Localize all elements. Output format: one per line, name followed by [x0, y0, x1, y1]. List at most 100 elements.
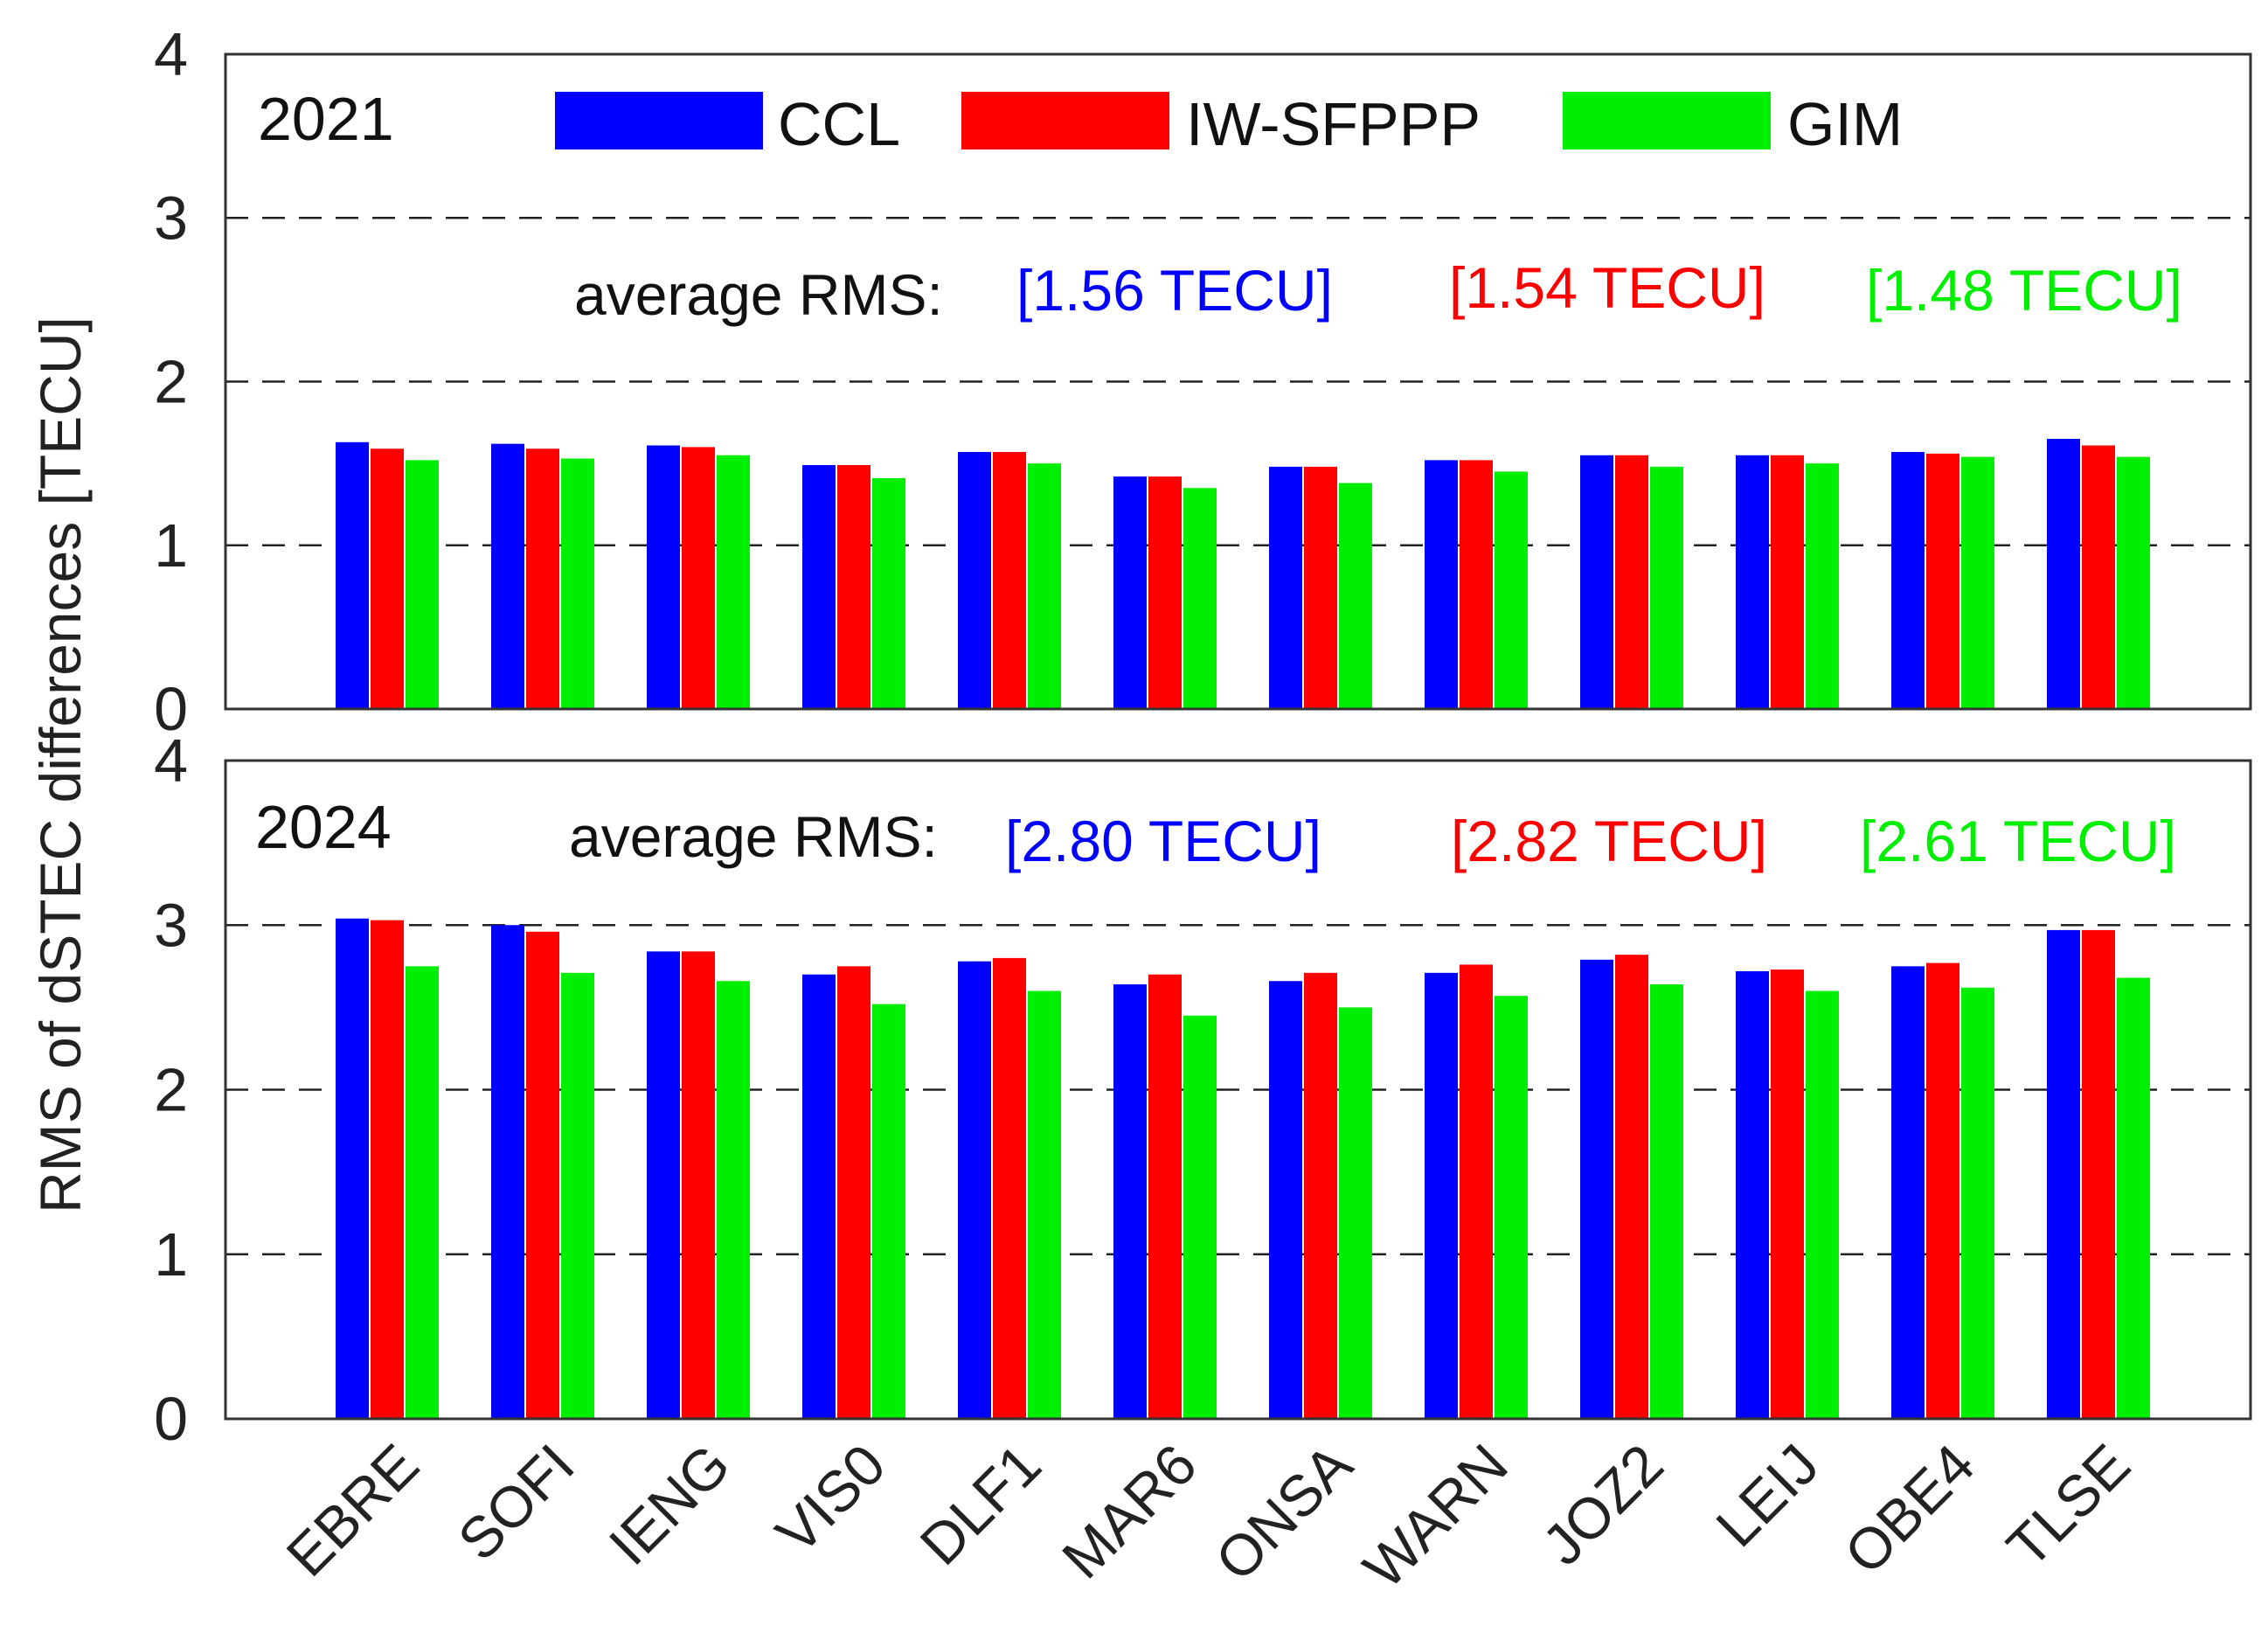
bar-2024-iw-sfppp-tlse [2082, 929, 2115, 1419]
bar-2021-gim-tlse [2117, 456, 2150, 709]
panel-2021-bars [336, 439, 2150, 709]
bar-2024-ccl-joz2 [1580, 959, 1613, 1419]
bar-2021-gim-onsa [1339, 483, 1372, 709]
bar-2021-iw-sfppp-mar6 [1148, 476, 1182, 709]
legend-swatch-ccl [555, 92, 763, 149]
bar-2021-ccl-leij [1736, 455, 1769, 709]
bar-2021-iw-sfppp-onsa [1304, 466, 1337, 709]
x-tick-warn: WARN [1351, 1432, 1520, 1601]
bar-2024-iw-sfppp-leij [1771, 969, 1804, 1419]
y-tick-2024-1: 1 [154, 1220, 188, 1289]
panel-2024-average-label: average RMS: [569, 804, 938, 869]
bar-2021-gim-vis0 [872, 477, 905, 709]
bar-2021-iw-sfppp-joz2 [1615, 455, 1648, 709]
bar-2024-iw-sfppp-dlf1 [993, 957, 1026, 1419]
bar-2024-iw-sfppp-sofi [526, 931, 559, 1419]
x-tick-vis0: VIS0 [763, 1432, 898, 1567]
y-tick-2021-4: 4 [154, 20, 188, 88]
bar-2021-iw-sfppp-tlse [2082, 445, 2115, 709]
bar-2024-iw-sfppp-warn [1460, 964, 1493, 1419]
panel-2021-average-gim: [1.48 TECU] [1866, 258, 2182, 323]
legend-label-iw-sfppp: IW-SFPPP [1186, 90, 1481, 158]
legend-swatch-gim [1563, 92, 1771, 149]
panel-2024-frame [224, 759, 2252, 1421]
bar-2021-gim-obe4 [1961, 456, 1994, 709]
panel-2021-year-label: 2021 [258, 85, 394, 153]
panel-2021: 0 1 2 3 4 2021 CCL IW-SFPPP GIM average RMS:… [154, 20, 2252, 743]
bar-2024-ccl-ieng [647, 951, 680, 1419]
bar-2024-gim-ebre [406, 966, 439, 1419]
bar-2024-iw-sfppp-ebre [371, 920, 404, 1419]
bar-2024-iw-sfppp-obe4 [1926, 962, 1959, 1419]
bar-2024-iw-sfppp-ieng [682, 951, 715, 1419]
x-tick-leij: LEIJ [1703, 1432, 1831, 1560]
bar-2024-ccl-dlf1 [958, 961, 991, 1419]
bar-2024-ccl-leij [1736, 970, 1769, 1419]
y-tick-2024-3: 3 [154, 891, 188, 959]
bar-2021-gim-joz2 [1650, 466, 1683, 709]
bar-2024-ccl-vis0 [802, 974, 836, 1419]
y-axis-label: RMS of dSTEC differences [TECU] [28, 316, 93, 1213]
bar-2024-iw-sfppp-joz2 [1615, 955, 1648, 1419]
bar-2024-ccl-ebre [336, 918, 369, 1419]
y-tick-2021-3: 3 [154, 184, 188, 252]
bar-2024-gim-tlse [2117, 977, 2150, 1419]
bar-2021-ccl-mar6 [1113, 476, 1147, 709]
x-tick-ieng: IENG [596, 1432, 741, 1577]
bar-2024-gim-obe4 [1961, 987, 1994, 1419]
bar-2024-ccl-mar6 [1113, 984, 1147, 1419]
y-tick-2024-4: 4 [154, 726, 188, 795]
bar-2024-ccl-tlse [2047, 929, 2080, 1419]
bar-2021-iw-sfppp-ieng [682, 447, 715, 709]
panel-2024-average-rms: average RMS: [2.80 TECU] [2.82 TECU] [2.… [569, 804, 2176, 873]
y-tick-2024-2: 2 [154, 1056, 188, 1124]
x-tick-sofi: SOFI [446, 1432, 586, 1573]
bar-2021-gim-mar6 [1183, 488, 1217, 709]
bar-2024-ccl-warn [1425, 972, 1458, 1419]
panel-2024-y-ticks: 0 1 2 3 4 [154, 726, 188, 1453]
x-tick-joz2: JOZ2 [1529, 1432, 1675, 1577]
bar-2021-ccl-onsa [1269, 466, 1302, 709]
legend-label-ccl: CCL [778, 90, 900, 158]
bar-2021-ccl-tlse [2047, 439, 2080, 709]
panel-2024-bars [336, 918, 2150, 1419]
panel-2024-average-ccl: [2.80 TECU] [1005, 809, 1321, 873]
panel-2021-average-label: average RMS: [574, 262, 943, 327]
bar-2024-gim-vis0 [872, 1004, 905, 1419]
legend-swatch-iw-sfppp [961, 92, 1169, 149]
bar-2021-gim-ebre [406, 460, 439, 709]
bar-2021-iw-sfppp-vis0 [837, 464, 870, 709]
bar-2021-gim-dlf1 [1028, 463, 1061, 709]
bar-2024-gim-dlf1 [1028, 990, 1061, 1419]
panel-2021-average-rms: average RMS: [1.56 TECU] [1.54 TECU] [1.… [574, 255, 2182, 327]
bar-2021-ccl-vis0 [802, 464, 836, 709]
panel-2024-average-gim: [2.61 TECU] [1860, 809, 2176, 873]
panel-2021-average-ccl: [1.56 TECU] [1016, 258, 1333, 323]
bar-2024-ccl-obe4 [1891, 966, 1925, 1419]
panel-2024-average-iw-sfppp: [2.82 TECU] [1451, 809, 1767, 873]
bar-2021-iw-sfppp-warn [1460, 460, 1493, 709]
bar-2021-iw-sfppp-dlf1 [993, 452, 1026, 709]
bar-2021-ccl-ieng [647, 445, 680, 709]
bar-2021-ccl-obe4 [1891, 452, 1925, 709]
bar-2021-ccl-warn [1425, 460, 1458, 709]
x-tick-onsa: ONSA [1203, 1432, 1364, 1594]
bar-2021-iw-sfppp-ebre [371, 448, 404, 709]
bar-2021-gim-ieng [717, 455, 750, 709]
y-tick-2021-1: 1 [154, 511, 188, 580]
x-tick-tlse: TLSE [1994, 1432, 2142, 1580]
bar-2024-gim-onsa [1339, 1007, 1372, 1419]
bar-2021-iw-sfppp-sofi [526, 448, 559, 709]
panel-2024: 0 1 2 3 4 2024 average RMS: [2.80 TECU] [2.8… [154, 726, 2252, 1453]
bar-2021-iw-sfppp-obe4 [1926, 453, 1959, 709]
bar-2021-gim-warn [1495, 471, 1528, 709]
bar-2024-gim-sofi [561, 972, 594, 1419]
bar-2021-gim-leij [1806, 463, 1839, 709]
bar-2024-gim-ieng [717, 981, 750, 1419]
y-tick-2021-2: 2 [154, 348, 188, 416]
panel-2021-y-ticks: 0 1 2 3 4 [154, 20, 188, 743]
legend: CCL IW-SFPPP GIM [555, 90, 1903, 158]
bar-2021-ccl-ebre [336, 441, 369, 709]
